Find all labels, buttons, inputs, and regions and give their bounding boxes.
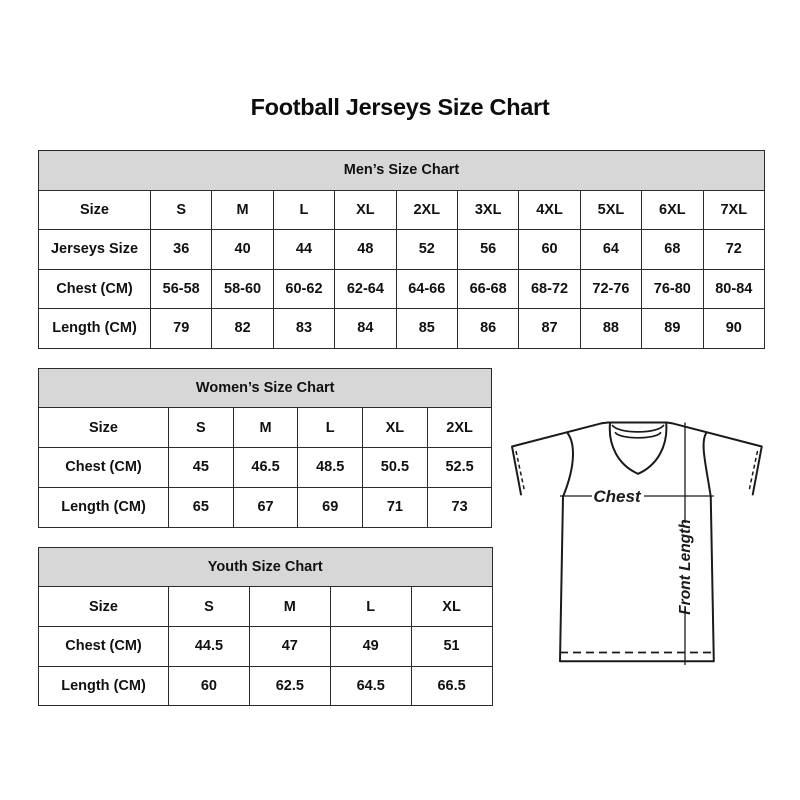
svg-text:Front Length: Front Length <box>677 519 694 615</box>
svg-text:Chest: Chest <box>593 487 642 506</box>
